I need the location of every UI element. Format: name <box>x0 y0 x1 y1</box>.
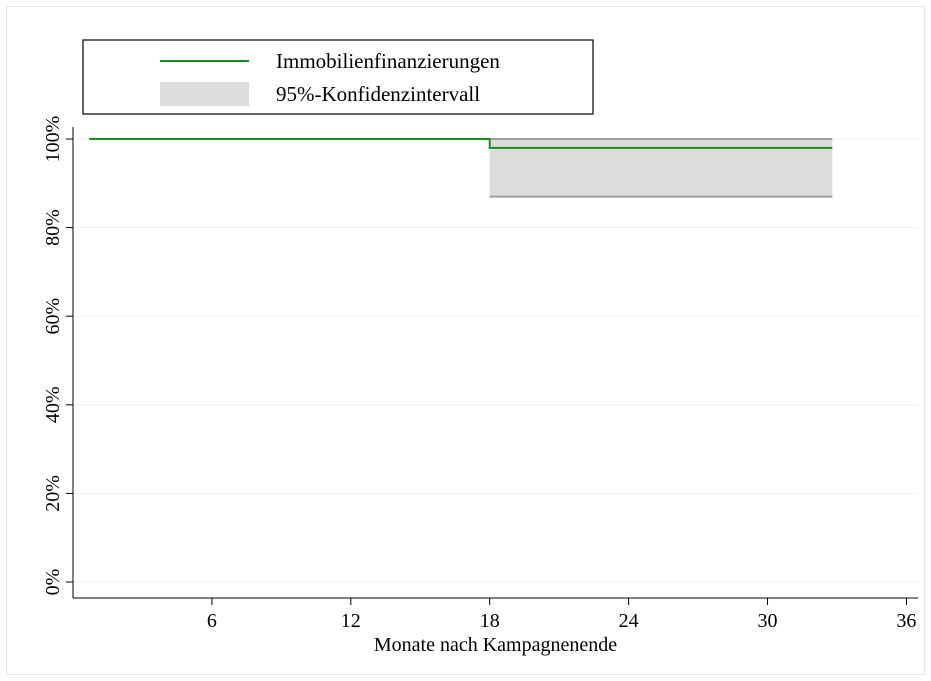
legend: Immobilienfinanzierungen 95%-Konfidenzin… <box>82 39 594 115</box>
x-tick-label-30: 30 <box>758 610 778 632</box>
y-tick-label-100: 100% <box>42 116 64 163</box>
x-tick-label-18: 18 <box>480 610 500 632</box>
y-tick-label-40: 40% <box>42 386 64 423</box>
x-tick-label-36: 36 <box>896 610 916 632</box>
y-tick-label-80: 80% <box>42 209 64 246</box>
x-axis-title: Monate nach Kampagnenende <box>374 634 617 656</box>
x-tick-label-6: 6 <box>207 610 217 632</box>
x-tick-label-12: 12 <box>341 610 361 632</box>
x-tick-label-24: 24 <box>619 610 639 632</box>
chart-frame <box>6 6 925 675</box>
y-tick-label-0: 0% <box>42 569 64 596</box>
y-tick-label-60: 60% <box>42 298 64 335</box>
legend-label-series: Immobilienfinanzierungen <box>276 49 500 73</box>
legend-label-band: 95%-Konfidenzintervall <box>276 82 480 106</box>
data-series <box>89 138 833 149</box>
y-tick-label-20: 20% <box>42 475 64 512</box>
series-line-immobilienfinanzierungen <box>89 138 833 149</box>
axes: 0% 20% 40% 60% 80% 100% 6 12 18 24 30 36 <box>42 116 918 632</box>
legend-swatch-band <box>160 82 249 106</box>
